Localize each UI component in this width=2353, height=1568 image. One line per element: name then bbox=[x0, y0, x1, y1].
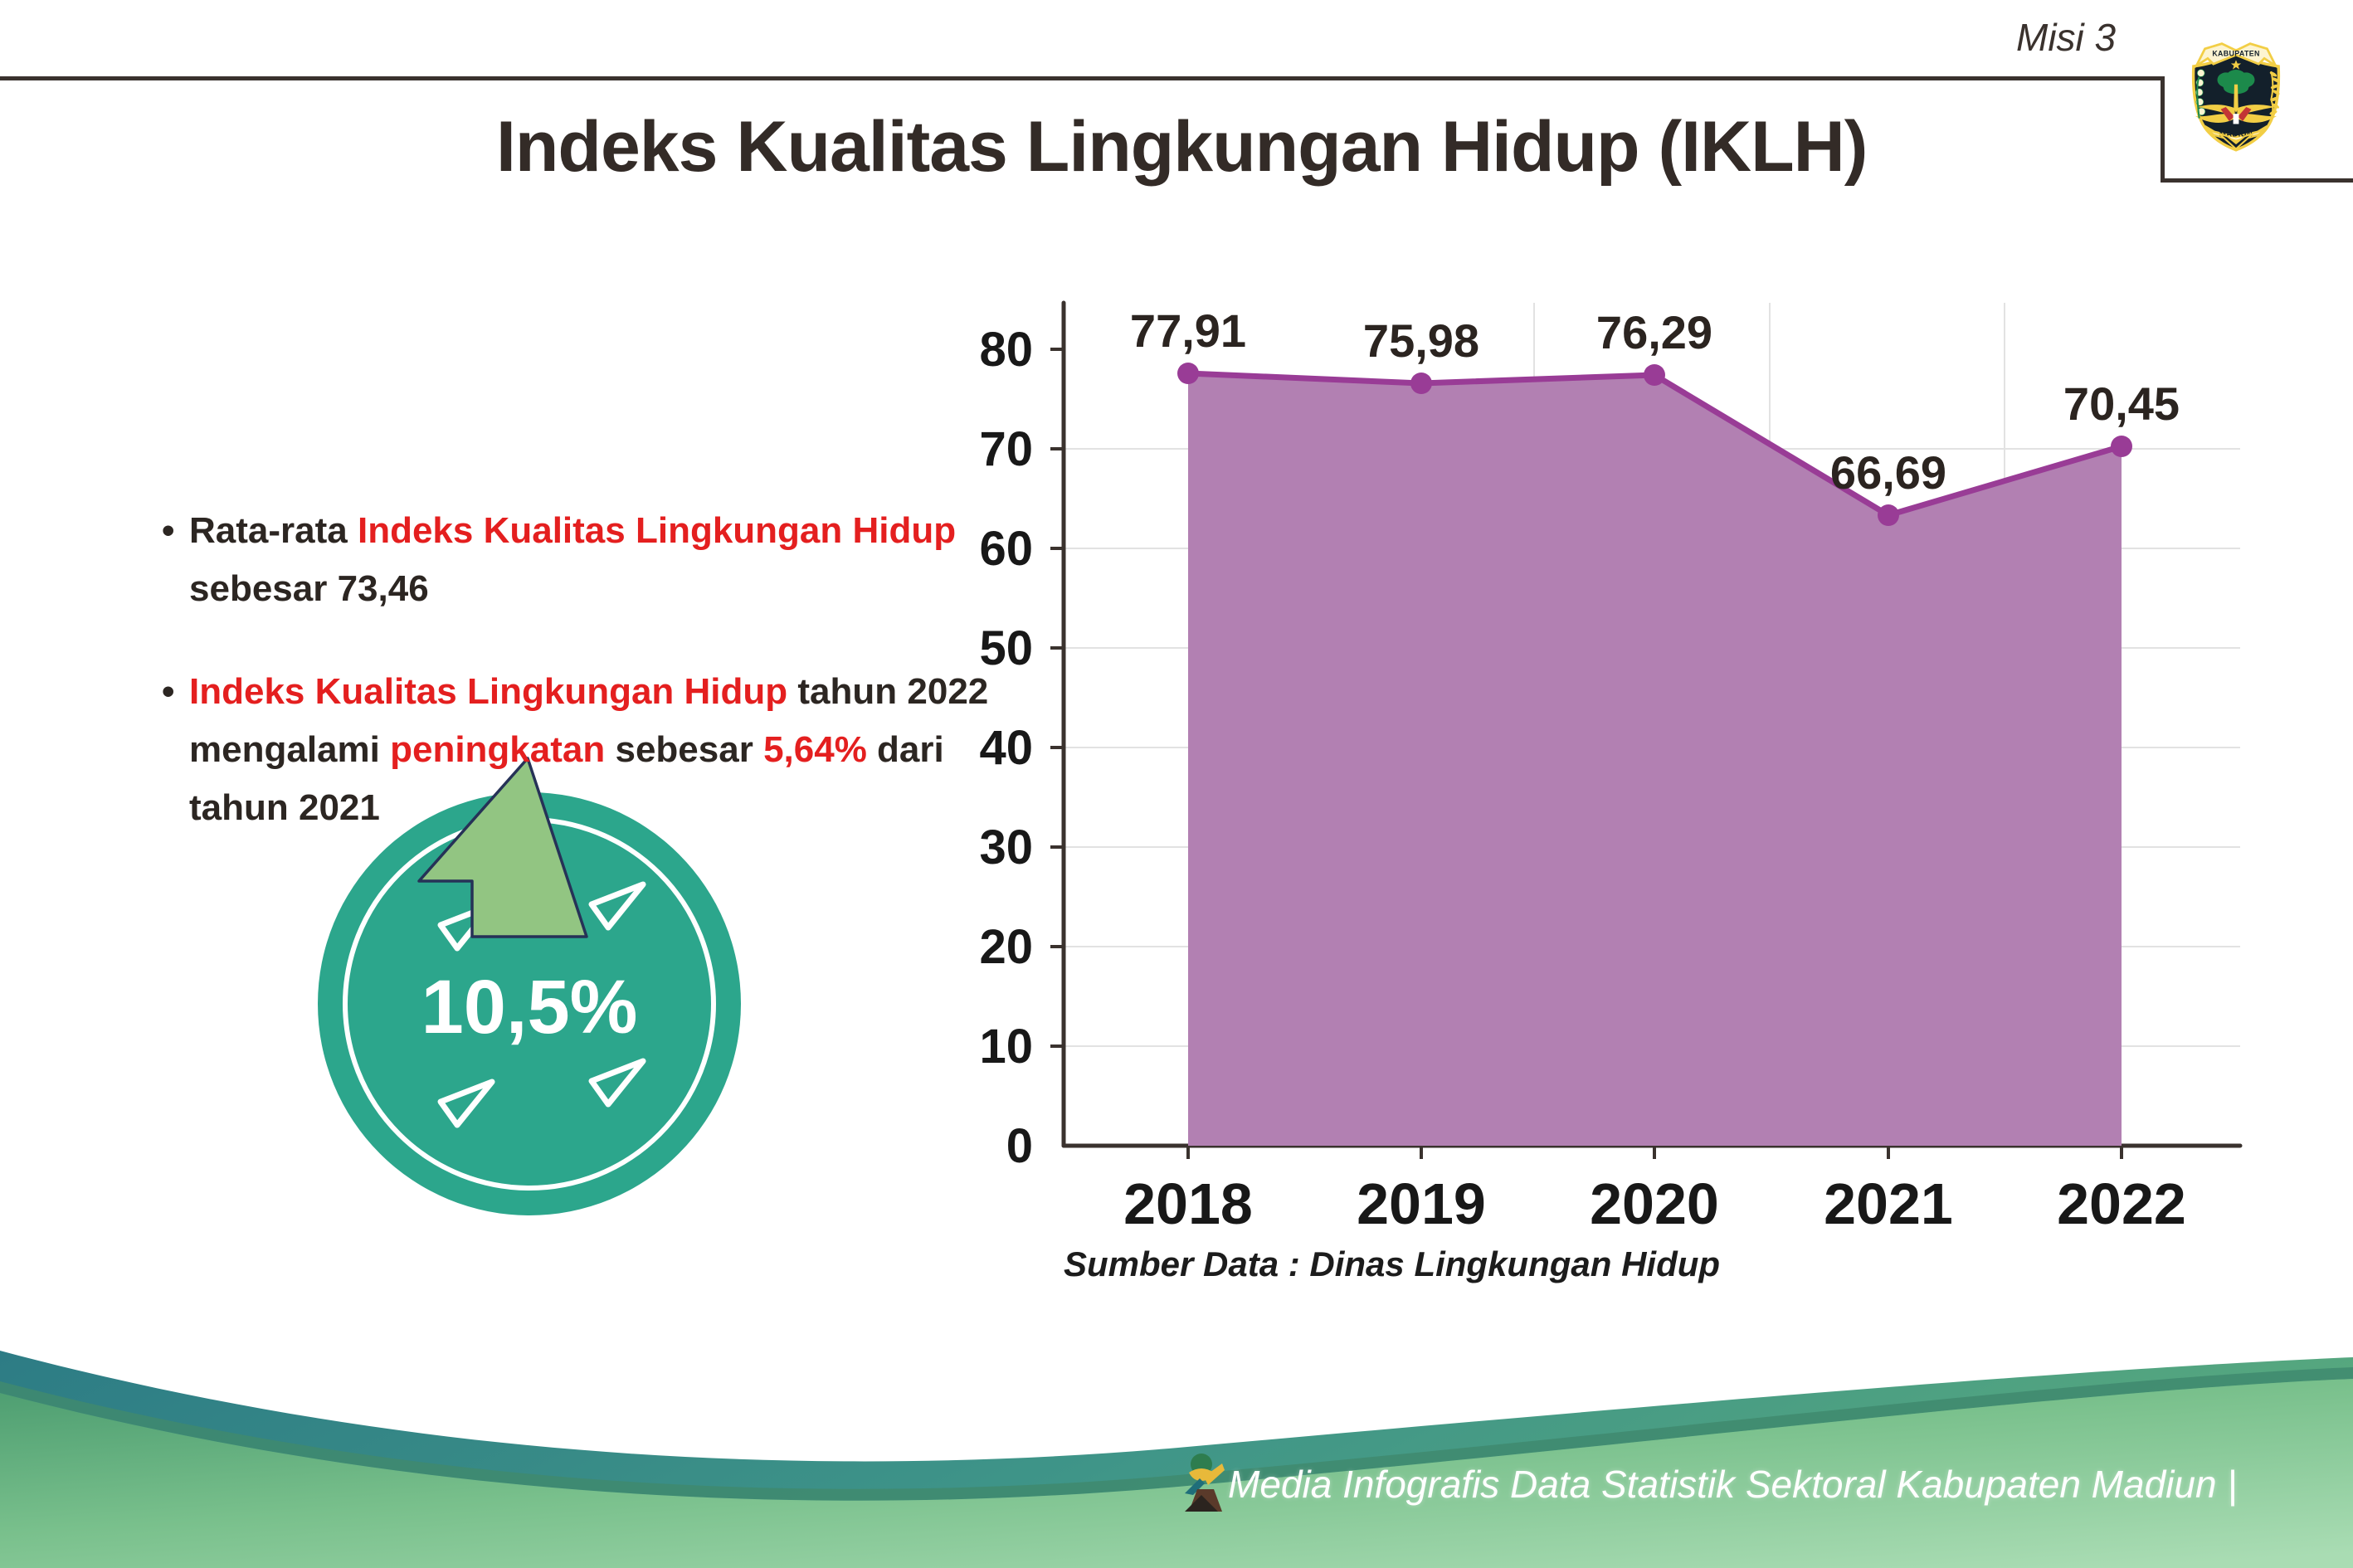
svg-text:KABUPATEN: KABUPATEN bbox=[2212, 50, 2259, 58]
svg-text:10,5%: 10,5% bbox=[421, 965, 638, 1049]
